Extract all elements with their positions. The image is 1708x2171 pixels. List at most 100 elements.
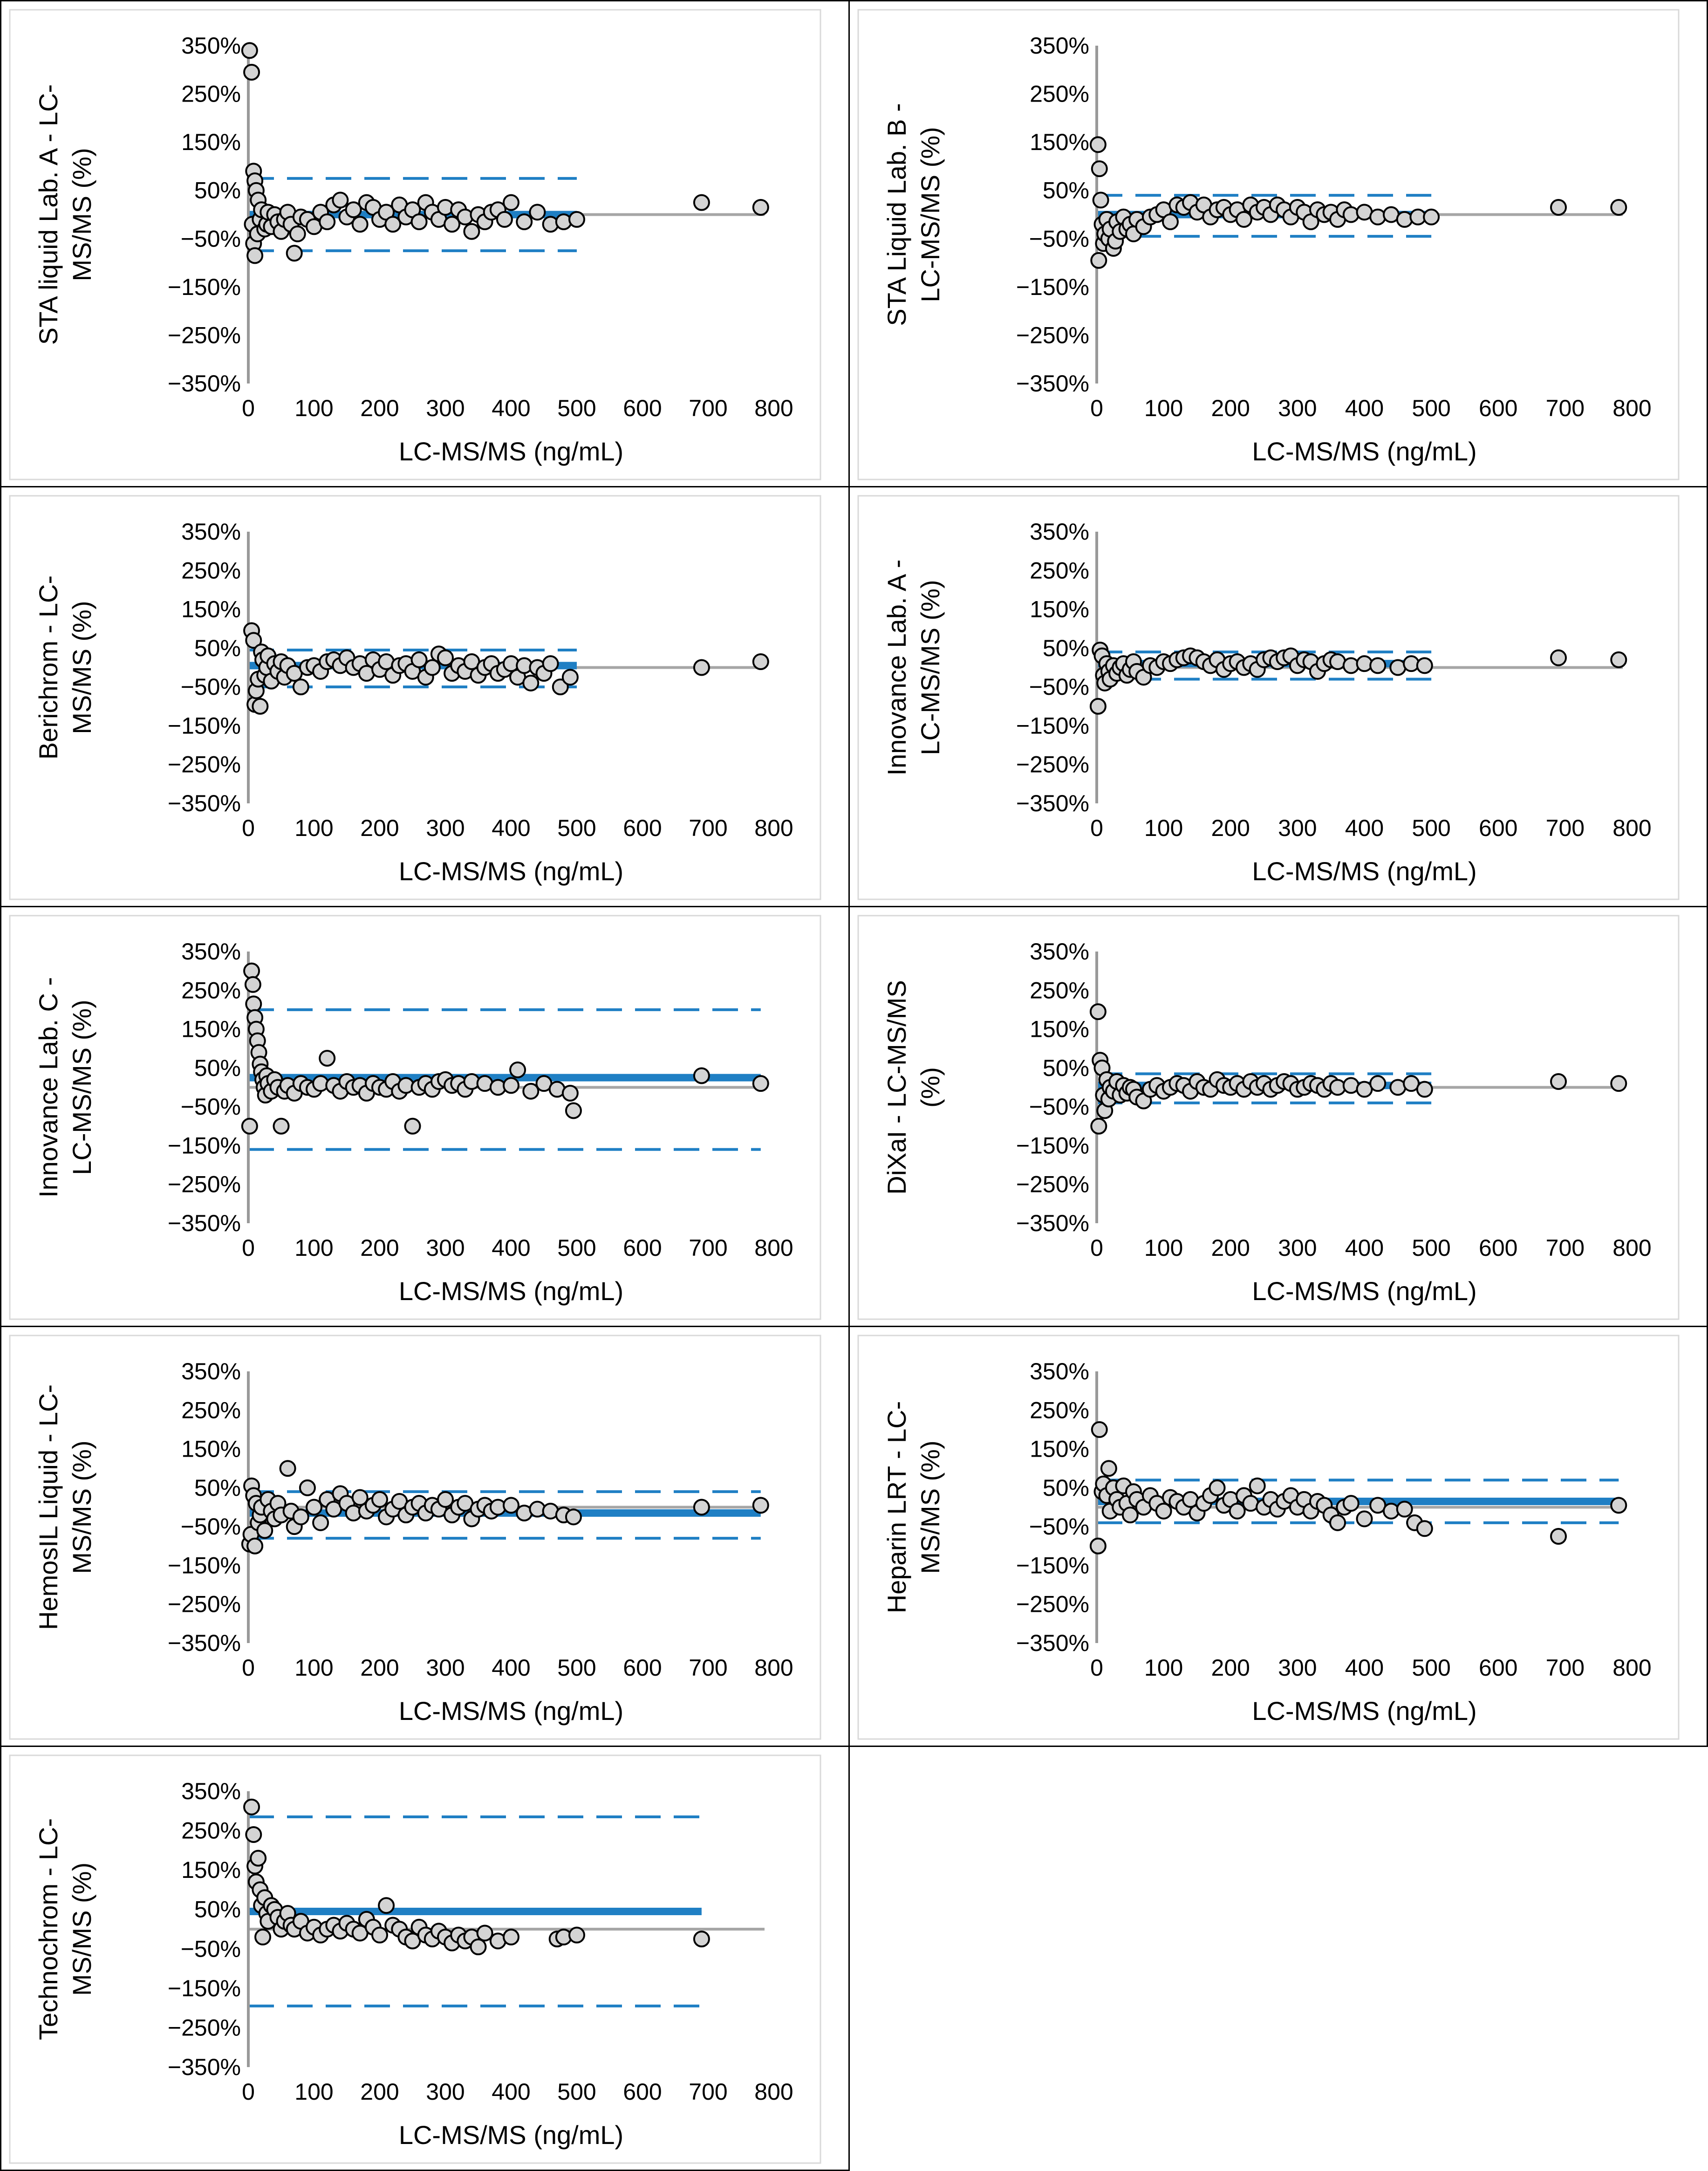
y-tick-label: 250% bbox=[181, 81, 241, 107]
data-point bbox=[286, 245, 303, 262]
y-tick-label: 350% bbox=[181, 1358, 241, 1384]
x-axis-label: LC-MS/MS (ng/mL) bbox=[399, 856, 623, 886]
y-axis-label-line: LC-MS/MS (%) bbox=[915, 580, 945, 755]
data-point bbox=[252, 698, 269, 715]
x-tick-label: 400 bbox=[1345, 815, 1384, 841]
chart-innovance-c: 350% 250% 150% 50% −50% −150% −250% −350%0 100 20… bbox=[9, 915, 821, 1320]
x-tick-label: 200 bbox=[1211, 1655, 1250, 1681]
x-tick-label: 300 bbox=[426, 815, 465, 841]
x-tick-label: 300 bbox=[1278, 395, 1317, 421]
x-tick-label: 700 bbox=[689, 815, 727, 841]
x-tick-label: 0 bbox=[1090, 1655, 1103, 1681]
y-axis-label-line: DiXaI - LC-MS/MS bbox=[882, 980, 911, 1195]
x-tick-label: 700 bbox=[689, 1235, 727, 1261]
data-point bbox=[1090, 252, 1107, 269]
data-point bbox=[1396, 1500, 1413, 1518]
x-tick-label: 600 bbox=[623, 1655, 662, 1681]
data-point bbox=[1091, 1421, 1108, 1438]
y-axis-label: STA liquid Lab. A - LC- MS/MS (%) bbox=[34, 84, 96, 345]
x-tick-label: 0 bbox=[242, 395, 255, 421]
data-point bbox=[1329, 1514, 1346, 1531]
data-point bbox=[1209, 1479, 1226, 1496]
data-point bbox=[503, 1497, 519, 1514]
y-tick-label: −150% bbox=[168, 274, 241, 300]
y-tick-label: 350% bbox=[1030, 938, 1089, 965]
y-tick-label: 50% bbox=[1043, 178, 1089, 204]
data-point bbox=[693, 1499, 710, 1516]
x-tick-label: 600 bbox=[623, 395, 662, 421]
data-point bbox=[565, 1508, 582, 1526]
data-point bbox=[1342, 206, 1360, 223]
y-tick-label: −150% bbox=[1016, 712, 1089, 739]
y-tick-label: −50% bbox=[181, 1514, 241, 1540]
data-point bbox=[496, 211, 513, 228]
y-tick-label: 250% bbox=[181, 977, 241, 1003]
data-point bbox=[246, 247, 264, 264]
x-tick-label: 500 bbox=[557, 1655, 596, 1681]
x-tick-label: 600 bbox=[1479, 1655, 1517, 1681]
x-tick-label: 300 bbox=[426, 2079, 465, 2105]
data-point bbox=[542, 655, 559, 672]
chart-hemosil-liquid: 350% 250% 150% 50% −50% −150% −250% −350%0 100 20… bbox=[9, 1335, 821, 1740]
x-tick-label: 800 bbox=[1612, 815, 1651, 841]
data-point bbox=[1610, 199, 1627, 216]
x-tick-label: 500 bbox=[557, 1235, 596, 1261]
data-point bbox=[693, 1931, 710, 1948]
y-axis-label-line: Innovance Lab. C - bbox=[34, 977, 63, 1198]
data-point bbox=[463, 223, 480, 240]
y-tick-label: −150% bbox=[168, 1132, 241, 1158]
y-axis-label: Heparin LRT - LC- MS/MS (%) bbox=[882, 1401, 945, 1613]
panel-heparin-lrt: 350% 250% 150% 50% −50% −150% −250% −350% 0 100 20… bbox=[848, 1326, 1708, 1747]
data-point bbox=[1550, 1073, 1567, 1090]
x-tick-label: 300 bbox=[1278, 815, 1317, 841]
panel-technochrom: 350% 250% 150% 50% −50% −150% −250% −350% 0 100 20… bbox=[0, 1746, 850, 2171]
y-axis-label-line: Heparin LRT - LC- bbox=[882, 1401, 911, 1613]
y-tick-label: −50% bbox=[1029, 674, 1089, 700]
y-tick-label: 150% bbox=[181, 1436, 241, 1462]
y-axis-label-line: MS/MS (%) bbox=[67, 1863, 96, 1996]
y-tick-label: 50% bbox=[194, 635, 241, 661]
x-tick-label: 200 bbox=[360, 395, 399, 421]
data-point bbox=[250, 1849, 267, 1867]
x-tick-label: 600 bbox=[1479, 395, 1517, 421]
x-tick-label: 100 bbox=[1144, 395, 1183, 421]
y-axis-label-line: (%) bbox=[915, 1067, 945, 1108]
x-tick-label: 400 bbox=[1345, 1235, 1384, 1261]
y-tick-label: −350% bbox=[1016, 790, 1089, 816]
y-tick-label: −50% bbox=[1029, 1094, 1089, 1120]
y-tick-label: 50% bbox=[1043, 635, 1089, 661]
data-point bbox=[693, 659, 710, 676]
x-axis-label: LC-MS/MS (ng/mL) bbox=[1252, 856, 1476, 886]
y-tick-label: 150% bbox=[181, 1016, 241, 1042]
data-point bbox=[1423, 208, 1440, 226]
y-tick-label: −250% bbox=[168, 322, 241, 348]
x-tick-label: 500 bbox=[1412, 395, 1450, 421]
y-tick-label: 150% bbox=[1030, 1016, 1089, 1042]
data-point bbox=[299, 1479, 316, 1496]
y-tick-label: 350% bbox=[181, 519, 241, 545]
y-tick-label: 150% bbox=[1030, 596, 1089, 623]
y-axis-label-line: Technochrom - LC- bbox=[34, 1818, 63, 2040]
x-tick-label: 800 bbox=[1612, 1655, 1651, 1681]
data-point bbox=[1235, 211, 1252, 228]
x-axis-label: LC-MS/MS (ng/mL) bbox=[399, 1276, 623, 1306]
data-point bbox=[1091, 160, 1108, 178]
x-axis-label: LC-MS/MS (ng/mL) bbox=[1252, 1696, 1476, 1726]
x-tick-label: 700 bbox=[1546, 815, 1585, 841]
x-tick-label: 400 bbox=[492, 815, 530, 841]
x-tick-label: 100 bbox=[294, 815, 333, 841]
data-point bbox=[273, 1117, 290, 1135]
data-point bbox=[1550, 1527, 1567, 1545]
y-tick-label: 250% bbox=[181, 1818, 241, 1844]
x-tick-label: 400 bbox=[492, 1655, 530, 1681]
data-point bbox=[522, 674, 540, 692]
data-point bbox=[241, 1117, 258, 1135]
y-tick-label: −50% bbox=[181, 674, 241, 700]
x-tick-label: 600 bbox=[1479, 1235, 1517, 1261]
y-axis-label-line: Berichrom - LC- bbox=[34, 575, 63, 760]
x-tick-label: 300 bbox=[1278, 1235, 1317, 1261]
data-point bbox=[476, 1924, 493, 1942]
data-point bbox=[332, 192, 349, 209]
panel-innovance-a: 350% 250% 150% 50% −50% −150% −250% −350% 0 100 20… bbox=[848, 486, 1708, 907]
data-point bbox=[1089, 1003, 1107, 1020]
